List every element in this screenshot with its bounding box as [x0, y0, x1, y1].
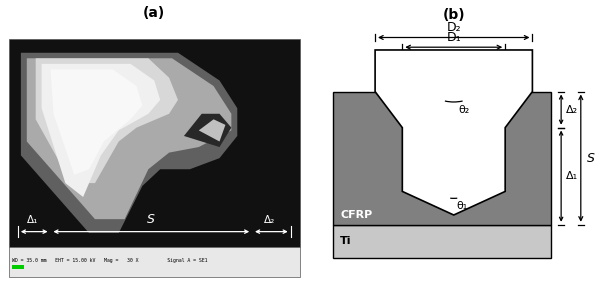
- Bar: [12, 265, 24, 269]
- Bar: [9, 247, 299, 277]
- Polygon shape: [36, 58, 178, 183]
- Polygon shape: [21, 53, 237, 233]
- Polygon shape: [198, 119, 226, 142]
- Text: Δ₁: Δ₁: [566, 171, 578, 181]
- Text: S: S: [148, 213, 155, 226]
- Polygon shape: [42, 64, 160, 197]
- Text: Ti: Ti: [340, 236, 352, 246]
- Text: D₂: D₂: [446, 21, 461, 34]
- Text: (a): (a): [143, 6, 165, 20]
- Polygon shape: [184, 114, 231, 147]
- Polygon shape: [375, 50, 532, 215]
- Bar: [9, 39, 299, 247]
- Text: Δ₂: Δ₂: [264, 215, 275, 225]
- Bar: [333, 92, 551, 225]
- Bar: [333, 225, 551, 258]
- Text: Δ₁: Δ₁: [27, 215, 39, 225]
- Text: WD = 35.0 mm   EHT = 15.00 kV   Mag =   30 X          Signal A = SE1: WD = 35.0 mm EHT = 15.00 kV Mag = 30 X S…: [12, 258, 208, 263]
- Text: (b): (b): [442, 8, 465, 22]
- Text: θ₂: θ₂: [459, 106, 469, 115]
- Text: S: S: [587, 152, 595, 165]
- Text: D₁: D₁: [446, 31, 461, 44]
- Text: Δ₂: Δ₂: [566, 105, 578, 115]
- Polygon shape: [50, 69, 142, 175]
- Text: θ₁: θ₁: [457, 201, 468, 211]
- Text: CFRP: CFRP: [340, 210, 373, 220]
- Polygon shape: [27, 58, 231, 219]
